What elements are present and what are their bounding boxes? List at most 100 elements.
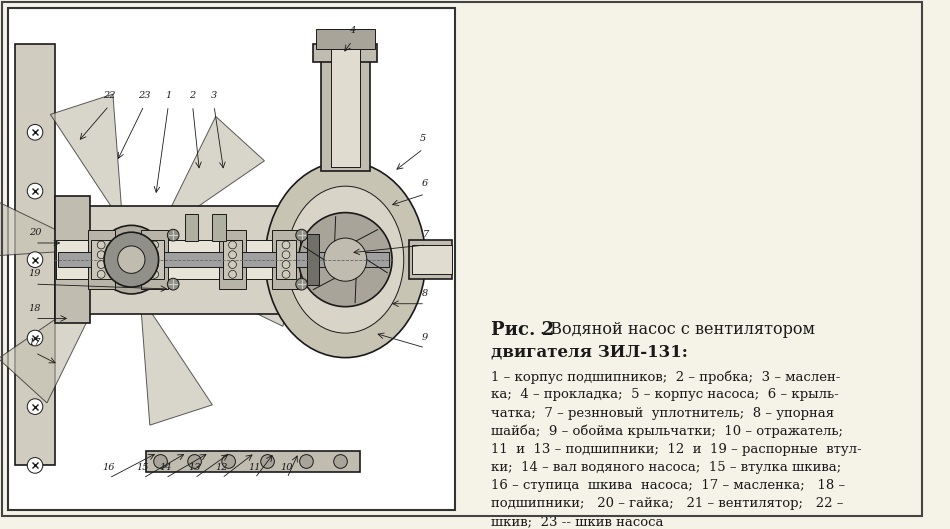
Text: . Водяной насос с вентилятором: . Водяной насос с вентилятором xyxy=(540,322,815,339)
Text: шкив;  23 -- шкив насоса: шкив; 23 -- шкив насоса xyxy=(491,515,664,528)
Text: 15: 15 xyxy=(137,463,149,472)
Bar xyxy=(56,240,310,279)
Circle shape xyxy=(282,241,290,249)
Circle shape xyxy=(97,225,165,294)
Bar xyxy=(218,230,246,289)
Circle shape xyxy=(154,454,167,468)
Circle shape xyxy=(221,454,236,468)
Text: шайба;  9 – обойма крыльчатки;  10 – отражатель;: шайба; 9 – обойма крыльчатки; 10 – отраж… xyxy=(491,425,844,438)
Bar xyxy=(91,240,111,279)
Circle shape xyxy=(333,454,348,468)
Text: ка;  4 – прокладка;  5 – корпус насоса;  6 – крыль-: ка; 4 – прокладка; 5 – корпус насоса; 6 … xyxy=(491,388,839,402)
Text: 19: 19 xyxy=(28,269,41,278)
Text: 14: 14 xyxy=(160,463,172,472)
Bar xyxy=(321,44,370,171)
Circle shape xyxy=(298,213,392,307)
Circle shape xyxy=(97,241,105,249)
Bar xyxy=(411,245,452,275)
Bar xyxy=(185,214,199,241)
Ellipse shape xyxy=(265,162,426,358)
Circle shape xyxy=(282,270,290,278)
Bar xyxy=(276,240,295,279)
Bar xyxy=(141,230,168,289)
Ellipse shape xyxy=(287,186,404,333)
Text: 5: 5 xyxy=(420,134,427,143)
Circle shape xyxy=(28,458,43,473)
Bar xyxy=(316,30,374,49)
Text: 6: 6 xyxy=(422,179,428,188)
Polygon shape xyxy=(0,287,104,403)
Circle shape xyxy=(151,251,159,259)
Text: 4: 4 xyxy=(349,26,355,35)
Bar xyxy=(308,234,319,285)
Text: 1: 1 xyxy=(165,91,171,100)
Circle shape xyxy=(28,124,43,140)
Bar xyxy=(14,44,55,466)
Bar xyxy=(55,196,89,323)
Circle shape xyxy=(229,251,237,259)
Circle shape xyxy=(295,278,308,290)
Bar xyxy=(87,230,115,289)
Text: 7: 7 xyxy=(423,230,429,239)
Circle shape xyxy=(229,241,237,249)
Bar xyxy=(146,451,360,472)
Text: 18: 18 xyxy=(28,304,41,313)
Text: 10: 10 xyxy=(281,463,294,472)
Bar xyxy=(314,44,377,62)
Circle shape xyxy=(260,454,275,468)
Text: Рис. 2: Рис. 2 xyxy=(491,322,555,340)
Bar xyxy=(8,8,455,510)
Circle shape xyxy=(97,251,105,259)
Bar xyxy=(331,49,360,167)
Bar xyxy=(408,240,452,279)
Text: 22: 22 xyxy=(103,91,115,100)
Circle shape xyxy=(167,229,179,241)
Text: 12: 12 xyxy=(216,463,228,472)
Text: 1 – корпус подшипников;  2 – пробка;  3 – маслен-: 1 – корпус подшипников; 2 – пробка; 3 – … xyxy=(491,370,841,384)
Polygon shape xyxy=(50,94,123,222)
Text: 2: 2 xyxy=(189,91,196,100)
Bar xyxy=(223,240,242,279)
Circle shape xyxy=(151,241,159,249)
Text: 23: 23 xyxy=(138,91,150,100)
Circle shape xyxy=(282,251,290,259)
Text: 13: 13 xyxy=(188,463,200,472)
Circle shape xyxy=(151,270,159,278)
Circle shape xyxy=(97,270,105,278)
Circle shape xyxy=(229,261,237,268)
Text: чатка;  7 – резнновый  уплотнитель;  8 – упорная: чатка; 7 – резнновый уплотнитель; 8 – уп… xyxy=(491,407,834,419)
Text: 20: 20 xyxy=(28,228,41,237)
Circle shape xyxy=(28,183,43,199)
Circle shape xyxy=(167,278,179,290)
Text: 16: 16 xyxy=(103,463,115,472)
Text: 11: 11 xyxy=(249,463,261,472)
Circle shape xyxy=(118,246,145,273)
Text: двигателя ЗИЛ-131:: двигателя ЗИЛ-131: xyxy=(491,344,688,361)
Text: 3: 3 xyxy=(211,91,218,100)
Circle shape xyxy=(151,261,159,268)
Text: 8: 8 xyxy=(422,289,428,298)
Polygon shape xyxy=(169,262,296,326)
Polygon shape xyxy=(159,116,264,232)
Text: 9: 9 xyxy=(422,333,428,342)
Circle shape xyxy=(28,399,43,414)
Circle shape xyxy=(299,454,314,468)
Circle shape xyxy=(324,238,367,281)
Circle shape xyxy=(97,261,105,268)
Text: ки;  14 – вал водяного насоса;  15 – втулка шкива;: ки; 14 – вал водяного насоса; 15 – втулк… xyxy=(491,461,842,474)
Circle shape xyxy=(28,330,43,346)
Bar xyxy=(58,252,389,268)
Circle shape xyxy=(188,454,201,468)
Bar xyxy=(56,206,310,314)
Circle shape xyxy=(28,252,43,268)
Circle shape xyxy=(114,242,149,277)
Text: подшипники;   20 – гайка;   21 – вентилятор;   22 –: подшипники; 20 – гайка; 21 – вентилятор;… xyxy=(491,497,844,510)
Text: 16 – ступица  шкива  насоса;  17 – масленка;   18 –: 16 – ступица шкива насоса; 17 – масленка… xyxy=(491,479,846,492)
Bar xyxy=(212,214,226,241)
Polygon shape xyxy=(141,297,213,425)
Bar xyxy=(145,240,164,279)
Circle shape xyxy=(104,232,159,287)
Polygon shape xyxy=(0,193,94,258)
Text: 17: 17 xyxy=(28,338,41,347)
Circle shape xyxy=(282,261,290,268)
